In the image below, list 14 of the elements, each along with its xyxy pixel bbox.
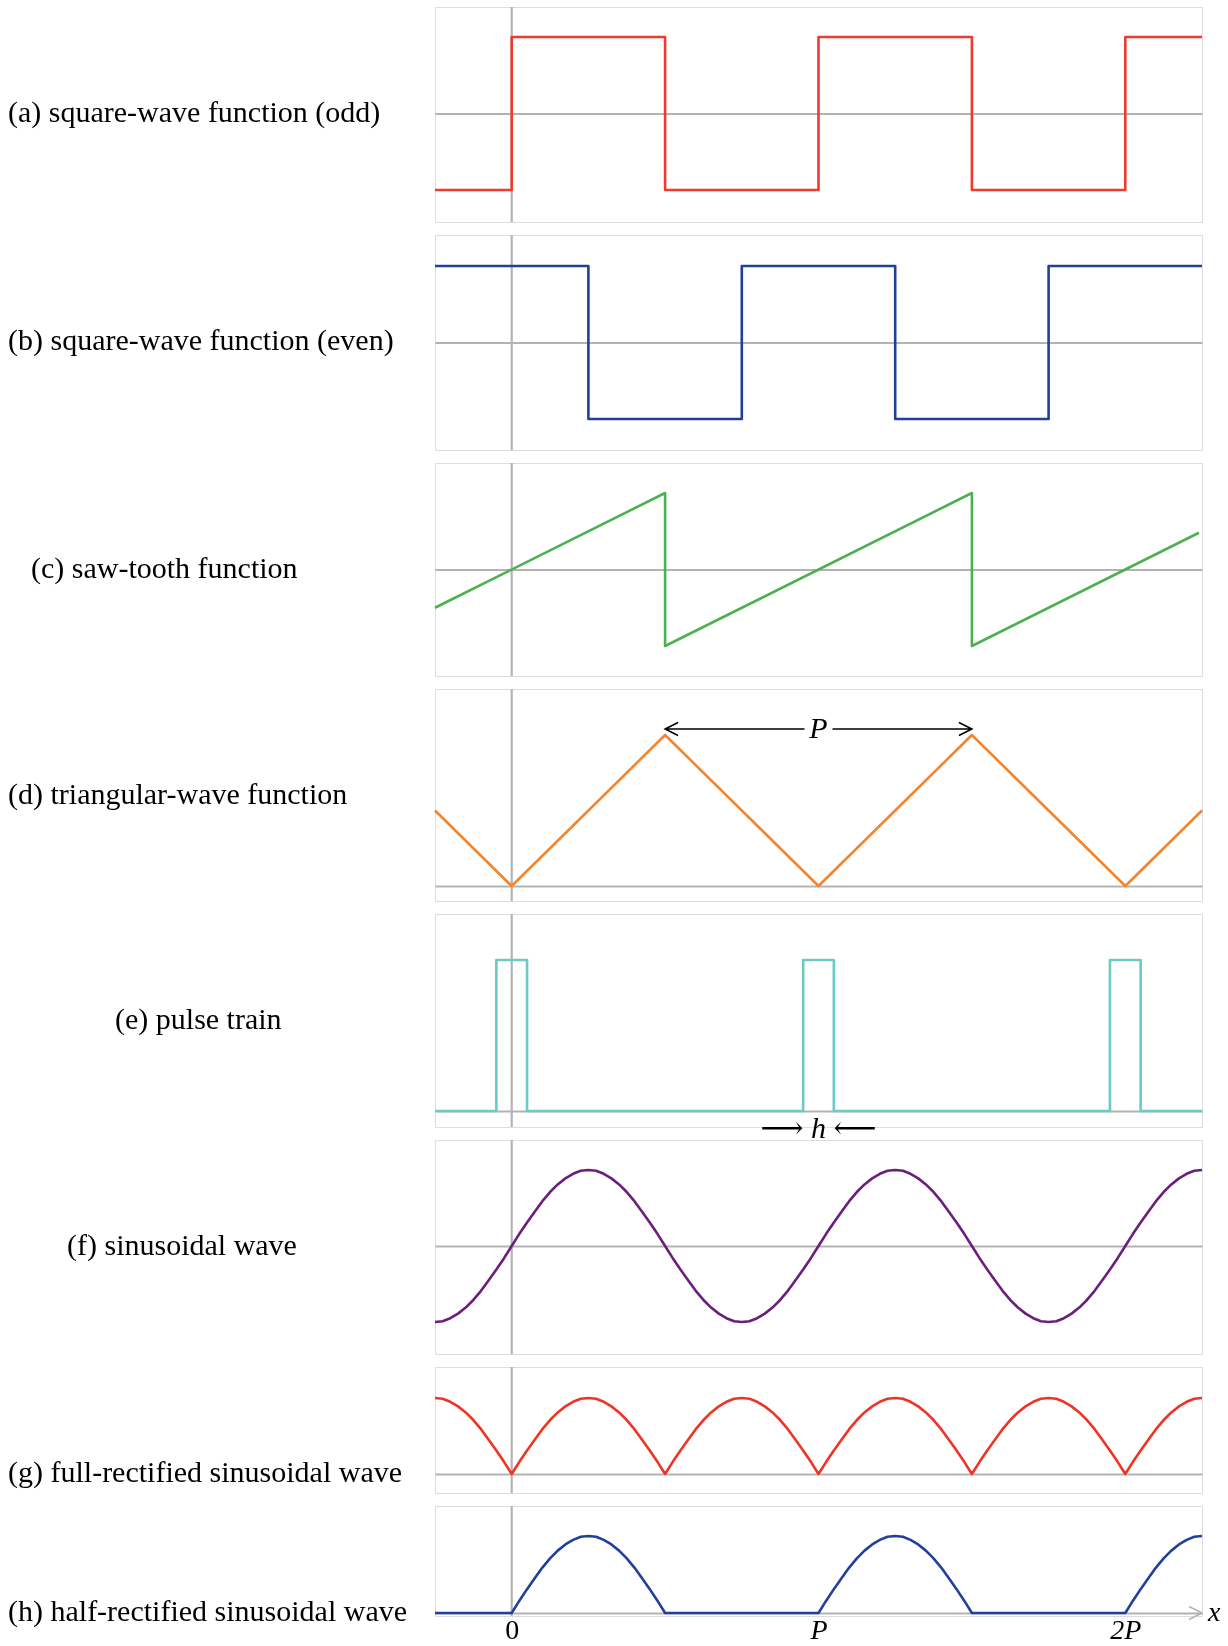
text: (a) square-wave function (odd) [8, 94, 381, 129]
text: (d) triangular-wave function [8, 776, 348, 811]
annotation: ⟶ h ⟵ [760, 1111, 877, 1144]
text: (e) pulse train [115, 1001, 282, 1036]
text: (b) square-wave function (even) [8, 322, 394, 357]
x-tick-label: 0 [505, 1613, 520, 1645]
x-tick-label: P [809, 1613, 828, 1645]
x-axis-title: x [1207, 1596, 1221, 1627]
x-tick-label: 2P [1110, 1613, 1142, 1645]
text: (c) saw-tooth function [31, 550, 298, 585]
text: (f) sinusoidal wave [67, 1227, 297, 1262]
annotation: P [808, 711, 828, 744]
text: (h) half-rectified sinusoidal wave [8, 1593, 408, 1628]
text: (g) full-rectified sinusoidal wave [8, 1454, 403, 1489]
